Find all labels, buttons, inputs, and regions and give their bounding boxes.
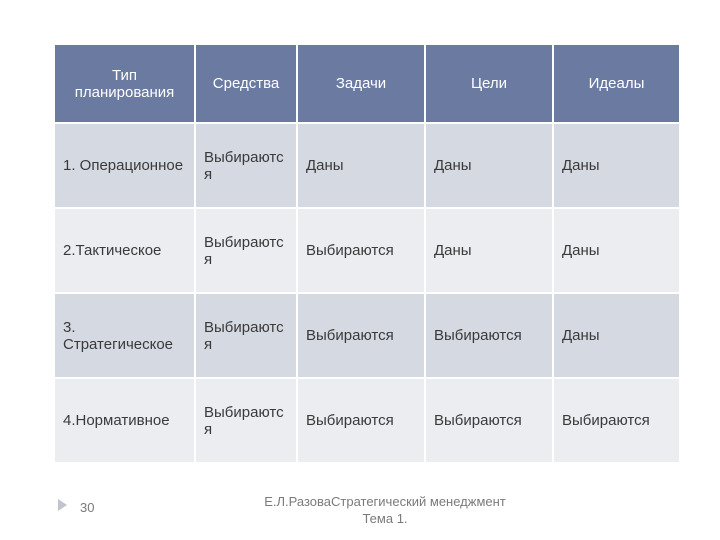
table-row: 3. СтратегическоеВыбираютсяВыбираютсяВыб… (55, 293, 680, 378)
col-tasks: Задачи (297, 45, 425, 123)
footer-text: Е.Л.РазоваСтратегический менеджмент Тема… (235, 494, 535, 528)
table-body: 1. ОперационноеВыбираютсяДаныДаныДаны2.Т… (55, 123, 680, 463)
col-type: Тип планирования (55, 45, 195, 123)
table-cell: Выбираются (297, 378, 425, 463)
table-cell: Даны (553, 293, 680, 378)
table-cell: Выбираются (425, 378, 553, 463)
table-cell: Даны (553, 123, 680, 208)
table-cell: 2.Тактическое (55, 208, 195, 293)
table-row: 4.НормативноеВыбираютсяВыбираютсяВыбираю… (55, 378, 680, 463)
col-means: Средства (195, 45, 297, 123)
col-ideals: Идеалы (553, 45, 680, 123)
table-cell: Выбираются (297, 208, 425, 293)
footer-line2: Тема 1. (362, 511, 407, 526)
table-row: 2.ТактическоеВыбираютсяВыбираютсяДаныДан… (55, 208, 680, 293)
table-cell: Выбираются (195, 293, 297, 378)
footer-line1: Е.Л.РазоваСтратегический менеджмент (264, 494, 506, 509)
play-icon (58, 499, 67, 511)
table-cell: Даны (425, 208, 553, 293)
table-cell: Выбираются (297, 293, 425, 378)
planning-types-table: Тип планирования Средства Задачи Цели Ид… (55, 45, 681, 464)
page-number: 30 (80, 500, 94, 515)
table-cell: Даны (425, 123, 553, 208)
table-cell: Выбираются (425, 293, 553, 378)
table-cell: Выбираются (195, 378, 297, 463)
table-cell: 1. Операционное (55, 123, 195, 208)
table-row: 1. ОперационноеВыбираютсяДаныДаныДаны (55, 123, 680, 208)
table-cell: Даны (553, 208, 680, 293)
slide: Тип планирования Средства Задачи Цели Ид… (0, 0, 720, 540)
col-goals: Цели (425, 45, 553, 123)
table-cell: Выбираются (553, 378, 680, 463)
table-cell: Выбираются (195, 123, 297, 208)
table-cell: Даны (297, 123, 425, 208)
table-cell: 4.Нормативное (55, 378, 195, 463)
table-cell: 3. Стратегическое (55, 293, 195, 378)
table-header-row: Тип планирования Средства Задачи Цели Ид… (55, 45, 680, 123)
table-cell: Выбираются (195, 208, 297, 293)
